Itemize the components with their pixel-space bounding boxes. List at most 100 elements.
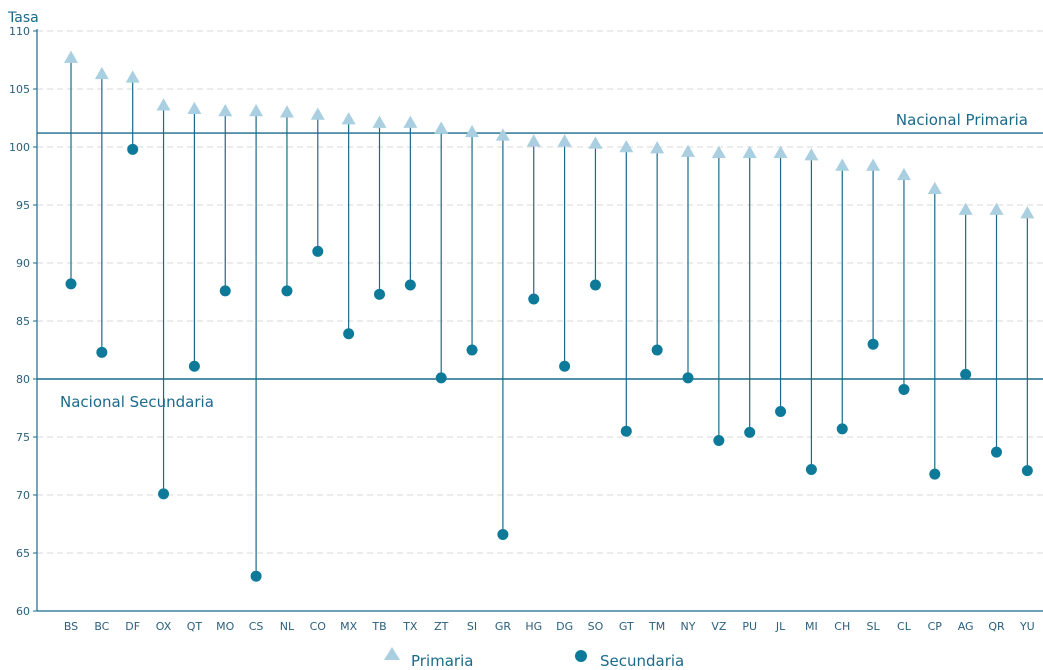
series-secundaria — [65, 143, 1033, 582]
secundaria-point-gt — [620, 425, 632, 437]
x-tick-label: GR — [495, 620, 512, 633]
legend-secundaria-marker — [575, 650, 587, 662]
x-tick-label: CH — [834, 620, 850, 633]
secundaria-point-tx — [404, 279, 416, 291]
y-tick-label: 90 — [16, 257, 30, 270]
secundaria-point-mi — [805, 463, 817, 475]
y-tick-label: 75 — [16, 431, 30, 444]
x-tick-label: BS — [64, 620, 78, 633]
y-tick-label: 110 — [9, 25, 30, 38]
primaria-point-df — [125, 70, 140, 83]
secundaria-point-ox — [158, 488, 170, 500]
secundaria-point-mx — [343, 328, 355, 340]
x-tick-label: SO — [588, 620, 604, 633]
grid — [37, 30, 1043, 554]
secundaria-point-cp — [929, 468, 941, 480]
x-tick-label: MO — [216, 620, 234, 633]
primaria-point-ny — [681, 144, 695, 157]
primaria-point-cl — [896, 167, 911, 181]
x-tick-label: QR — [988, 620, 1005, 633]
x-tick-label: TB — [371, 620, 386, 633]
primaria-point-qt — [187, 101, 202, 114]
primaria-point-cp — [927, 181, 942, 195]
primaria-point-pu — [742, 145, 757, 159]
secundaria-point-bs — [65, 278, 77, 290]
primaria-point-tx — [403, 115, 418, 128]
secundaria-point-dg — [559, 360, 571, 372]
secundaria-point-ag — [960, 368, 972, 380]
x-tick-label: PU — [742, 620, 757, 633]
secundaria-point-yu — [1021, 465, 1033, 477]
secundaria-point-qt — [188, 360, 200, 372]
x-tick-label: SI — [467, 620, 477, 633]
x-tick-label: TM — [648, 620, 665, 633]
primaria-point-bs — [64, 50, 78, 63]
y-tick-label: 65 — [16, 547, 30, 560]
primaria-point-sl — [866, 158, 881, 171]
x-tick-label: YU — [1019, 620, 1035, 633]
legend: Primaria Secundaria — [384, 647, 684, 670]
secundaria-point-hg — [528, 293, 540, 305]
primaria-point-vz — [711, 145, 726, 159]
y-tick-label: 85 — [16, 315, 30, 328]
secundaria-point-pu — [744, 426, 756, 438]
secundaria-point-tm — [651, 344, 663, 356]
x-tick-label: GT — [619, 620, 634, 633]
primaria-point-gr — [495, 128, 510, 141]
x-tick-label: BC — [94, 620, 109, 633]
x-tick-label: NY — [681, 620, 696, 633]
primaria-point-dg — [557, 134, 572, 147]
primaria-point-mi — [804, 148, 819, 161]
x-tick-label: AG — [958, 620, 974, 633]
x-tick-label: OX — [156, 620, 172, 633]
x-tick-label: VZ — [711, 620, 727, 633]
secundaria-point-jl — [775, 405, 787, 417]
x-tick-label: DG — [556, 620, 573, 633]
primaria-point-zt — [434, 121, 449, 134]
y-tick-label: 70 — [16, 489, 30, 502]
x-tick-label: HG — [525, 620, 542, 633]
primaria-point-mo — [218, 104, 233, 117]
secundaria-point-zt — [435, 372, 447, 384]
reference-label-secundaria: Nacional Secundaria — [60, 393, 214, 411]
primaria-point-qr — [989, 202, 1004, 215]
x-tick-label: JL — [775, 620, 786, 633]
secundaria-point-vz — [713, 434, 725, 446]
primaria-point-co — [310, 107, 325, 120]
x-tick-label: QT — [187, 620, 203, 633]
primaria-point-tm — [650, 141, 665, 154]
secundaria-point-cl — [898, 383, 910, 395]
x-tick-label: DF — [125, 620, 140, 633]
stems — [70, 57, 1028, 577]
secundaria-point-gr — [497, 528, 509, 540]
secundaria-point-qr — [991, 446, 1002, 458]
x-axis-ticks: BS BC DF OX QT MO CS NL CO MX TB TX ZT SI GR HG DG SO GT TM… — [64, 620, 1035, 633]
secundaria-point-df — [127, 143, 139, 155]
secundaria-point-nl — [281, 285, 293, 297]
primaria-point-yu — [1020, 206, 1035, 219]
legend-secundaria-label: Secundaria — [600, 652, 684, 670]
x-tick-label: MI — [805, 620, 818, 633]
primaria-point-cs — [249, 104, 264, 117]
primaria-point-hg — [526, 134, 541, 147]
x-tick-label: NL — [280, 620, 295, 633]
secundaria-point-ch — [836, 423, 848, 435]
x-tick-label: MX — [340, 620, 357, 633]
secundaria-point-co — [312, 245, 324, 257]
y-tick-label: 80 — [16, 373, 30, 386]
primaria-point-gt — [619, 140, 634, 153]
secundaria-point-si — [466, 344, 478, 356]
reference-label-primaria: Nacional Primaria — [896, 111, 1028, 129]
primaria-point-ox — [156, 98, 171, 111]
x-tick-label: ZT — [434, 620, 449, 633]
secundaria-point-cs — [250, 570, 262, 582]
reference-lines: Nacional Primaria Nacional Secundaria — [37, 111, 1043, 411]
primaria-point-ag — [958, 202, 973, 215]
y-tick-label: 100 — [9, 141, 30, 154]
x-tick-label: CL — [897, 620, 912, 633]
y-tick-label: 105 — [9, 83, 30, 96]
primaria-point-ch — [835, 158, 850, 171]
primaria-point-tb — [372, 115, 387, 128]
y-axis-title: Tasa — [7, 10, 39, 26]
